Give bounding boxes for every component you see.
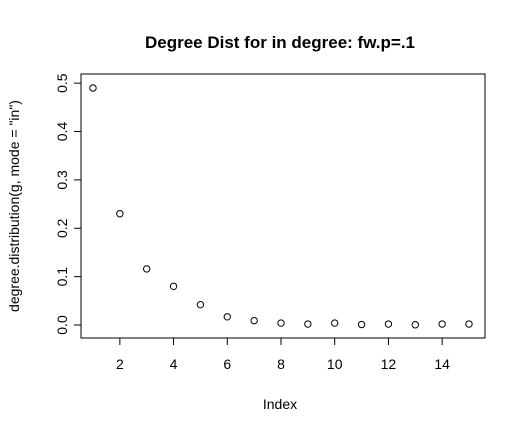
data-point [358, 321, 364, 327]
data-point [305, 321, 311, 327]
plot-frame [81, 74, 485, 338]
y-tick-label: 0.0 [54, 315, 70, 335]
data-point [197, 301, 203, 307]
y-axis: 0.0 0.1 0.2 0.3 0.4 0.5 [54, 73, 81, 335]
x-tick-label: 8 [277, 356, 285, 372]
y-tick-label: 0.5 [54, 73, 70, 93]
y-axis-label: degree.distribution(g, mode = "in") [6, 100, 22, 312]
data-point [117, 211, 123, 217]
data-point [170, 283, 176, 289]
x-tick-label: 12 [381, 356, 397, 372]
y-tick-label: 0.1 [54, 267, 70, 287]
points-layer [90, 85, 472, 328]
y-tick-label: 0.2 [54, 218, 70, 238]
data-point [224, 314, 230, 320]
x-tick-label: 4 [170, 356, 178, 372]
data-point [278, 320, 284, 326]
chart-title: Degree Dist for in degree: fw.p=.1 [145, 33, 415, 52]
x-tick-label: 6 [223, 356, 231, 372]
data-point [332, 320, 338, 326]
x-tick-label: 10 [327, 356, 343, 372]
data-point [412, 322, 418, 328]
y-tick-label: 0.4 [54, 122, 70, 142]
data-point [251, 317, 257, 323]
y-tick-label: 0.3 [54, 170, 70, 190]
data-point [439, 321, 445, 327]
x-axis-label: Index [263, 396, 297, 412]
data-point [466, 321, 472, 327]
x-tick-label: 2 [116, 356, 124, 372]
data-point [385, 321, 391, 327]
data-point [144, 266, 150, 272]
x-axis: 2 4 6 8 10 12 14 [116, 338, 450, 372]
data-point [90, 85, 96, 91]
x-tick-label: 14 [434, 356, 450, 372]
